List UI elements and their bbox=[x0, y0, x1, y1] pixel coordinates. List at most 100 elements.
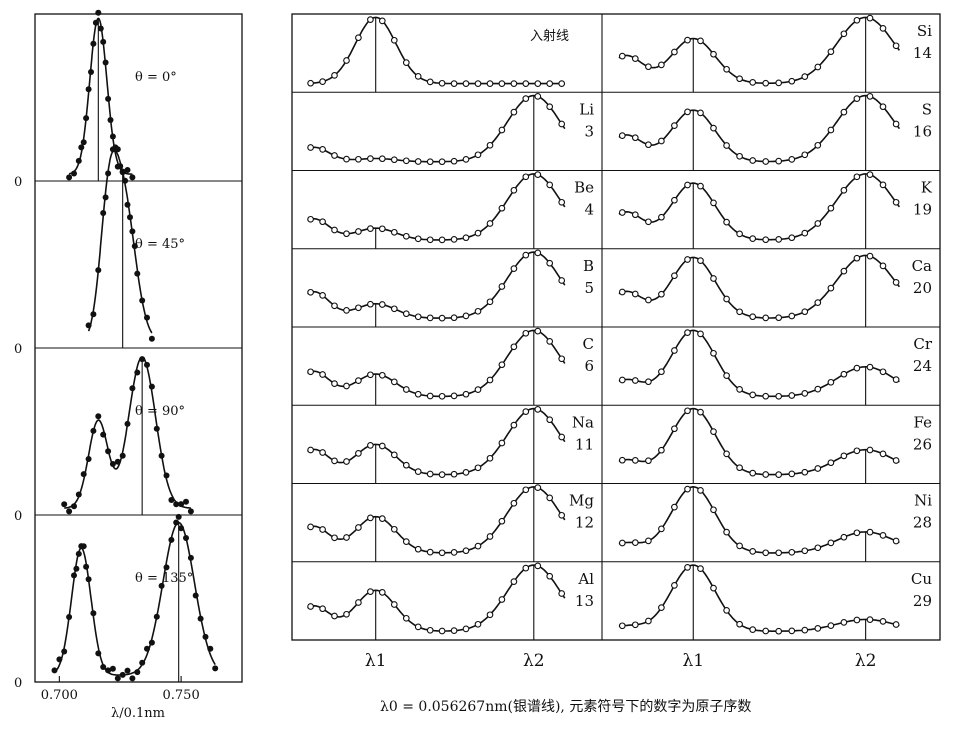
data-point bbox=[119, 169, 126, 176]
data-point bbox=[462, 234, 470, 242]
data-point bbox=[95, 650, 102, 657]
data-point bbox=[474, 464, 482, 472]
data-point bbox=[355, 377, 362, 384]
data-point bbox=[367, 588, 374, 595]
data-point bbox=[343, 382, 350, 390]
left-col-curve-6 bbox=[307, 486, 566, 554]
data-point bbox=[736, 75, 743, 83]
data-point bbox=[343, 155, 350, 163]
data-point bbox=[697, 182, 704, 190]
data-point bbox=[840, 452, 848, 460]
data-point bbox=[801, 151, 809, 159]
data-point bbox=[331, 226, 338, 234]
data-point bbox=[558, 80, 566, 87]
data-point bbox=[319, 605, 326, 613]
lambda2-label: λ2 bbox=[855, 651, 877, 671]
data-point bbox=[390, 305, 398, 313]
data-point bbox=[71, 170, 77, 177]
data-point bbox=[814, 544, 822, 552]
data-point bbox=[183, 535, 189, 541]
element-symbol: K bbox=[921, 179, 933, 197]
data-point bbox=[438, 236, 446, 244]
data-point bbox=[426, 548, 434, 556]
data-point bbox=[558, 355, 566, 363]
right-col-curve-2 bbox=[618, 173, 901, 241]
data-point bbox=[736, 386, 743, 393]
data-point bbox=[618, 288, 626, 296]
theta-label-3: θ = 135° bbox=[135, 571, 193, 586]
data-point bbox=[814, 625, 822, 632]
data-point bbox=[510, 343, 518, 351]
data-point bbox=[426, 626, 434, 634]
data-point bbox=[486, 141, 494, 149]
data-point bbox=[631, 621, 639, 629]
data-point bbox=[546, 80, 554, 87]
data-point bbox=[879, 25, 887, 32]
data-point bbox=[109, 133, 116, 140]
data-point bbox=[840, 108, 848, 116]
data-point bbox=[426, 470, 434, 478]
data-point bbox=[723, 65, 730, 73]
data-point bbox=[474, 620, 482, 628]
data-point bbox=[645, 218, 652, 226]
data-point bbox=[749, 79, 757, 86]
data-point bbox=[378, 17, 386, 25]
lambda2-label: λ2 bbox=[523, 651, 545, 671]
data-point bbox=[658, 604, 665, 611]
data-point bbox=[109, 665, 116, 672]
data-point bbox=[355, 304, 362, 312]
data-point bbox=[631, 377, 639, 384]
theta-label-2: θ = 90° bbox=[135, 404, 185, 419]
data-point bbox=[414, 73, 422, 80]
data-point bbox=[390, 601, 398, 608]
data-point bbox=[90, 40, 97, 47]
atomic-number: 29 bbox=[913, 592, 932, 610]
data-point bbox=[107, 117, 114, 123]
data-point bbox=[102, 59, 109, 66]
data-point bbox=[853, 529, 861, 537]
data-point bbox=[153, 613, 160, 620]
data-point bbox=[355, 155, 362, 163]
data-point bbox=[775, 236, 783, 243]
theta-label-1: θ = 45° bbox=[135, 237, 185, 252]
data-point bbox=[736, 152, 743, 160]
data-point bbox=[390, 228, 398, 236]
data-point bbox=[187, 554, 194, 561]
data-point bbox=[450, 392, 458, 400]
data-point bbox=[788, 627, 796, 635]
data-point bbox=[546, 572, 554, 580]
data-point bbox=[486, 611, 494, 619]
data-point bbox=[129, 228, 136, 235]
data-point bbox=[378, 225, 386, 233]
data-point bbox=[618, 539, 626, 547]
data-point bbox=[486, 376, 494, 384]
data-point bbox=[618, 622, 626, 630]
data-point bbox=[723, 607, 730, 614]
data-point bbox=[762, 236, 770, 244]
data-point bbox=[367, 155, 374, 162]
lambda1-label: λ1 bbox=[365, 651, 387, 671]
data-point bbox=[173, 519, 180, 526]
data-point bbox=[97, 25, 104, 32]
data-point bbox=[645, 537, 652, 545]
data-point bbox=[840, 30, 848, 38]
data-point bbox=[522, 486, 530, 494]
data-point bbox=[85, 322, 92, 329]
data-point bbox=[801, 390, 809, 397]
data-point bbox=[319, 146, 326, 153]
data-point bbox=[61, 648, 68, 655]
data-point bbox=[801, 547, 809, 555]
data-point bbox=[671, 347, 678, 354]
data-point bbox=[343, 57, 350, 64]
data-point bbox=[879, 368, 887, 376]
data-point bbox=[522, 80, 530, 87]
data-point bbox=[100, 664, 107, 670]
data-point bbox=[134, 369, 141, 376]
data-point bbox=[814, 141, 822, 149]
data-point bbox=[631, 55, 639, 62]
data-point bbox=[75, 157, 82, 164]
data-point bbox=[814, 465, 822, 472]
atomic-number: 26 bbox=[913, 435, 932, 453]
data-point bbox=[319, 449, 326, 456]
figure-caption: λ0 = 0.056267nm(银谱线), 元素符号下的数字为原子序数 bbox=[380, 699, 751, 715]
